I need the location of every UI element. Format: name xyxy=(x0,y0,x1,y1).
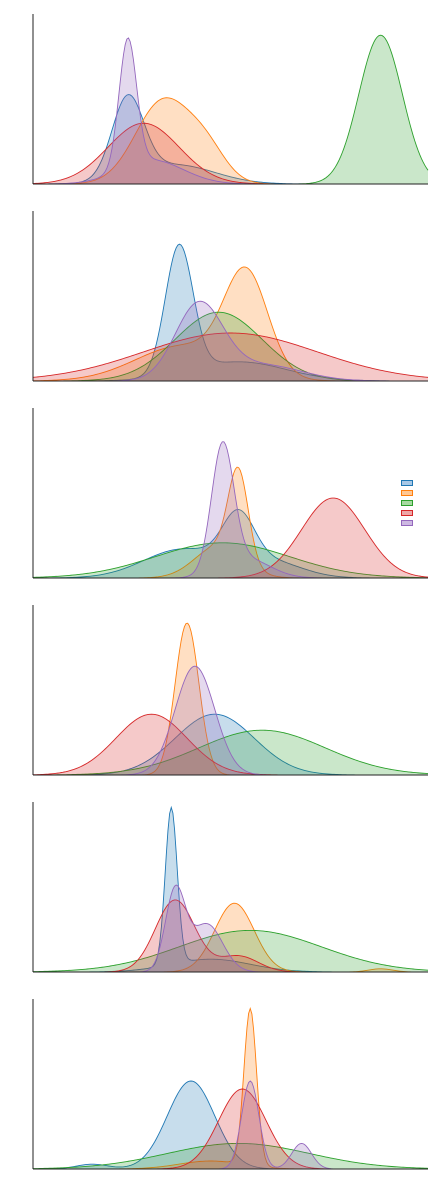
panel-1 xyxy=(32,14,429,185)
legend-swatch xyxy=(401,520,413,526)
legend xyxy=(401,478,415,528)
legend-swatch xyxy=(401,480,413,486)
panel-5 xyxy=(32,802,429,973)
density-area xyxy=(33,509,428,578)
density-area xyxy=(33,312,428,381)
density-area xyxy=(33,930,428,972)
density-area xyxy=(33,97,428,184)
density-line xyxy=(32,729,429,776)
density-area xyxy=(33,94,428,184)
density-line xyxy=(32,542,429,579)
legend-item xyxy=(401,488,415,498)
density-area xyxy=(33,441,428,578)
density-area xyxy=(33,903,428,972)
density-area xyxy=(33,1089,428,1169)
density-area xyxy=(33,333,428,381)
density-area xyxy=(33,1081,428,1169)
density-area xyxy=(33,714,428,775)
panel-6 xyxy=(32,999,429,1170)
panel-3 xyxy=(32,408,429,579)
panel-2 xyxy=(32,211,429,382)
legend-swatch xyxy=(401,500,413,506)
density-area xyxy=(33,714,428,775)
density-area xyxy=(33,123,428,184)
density-area xyxy=(33,301,428,381)
legend-swatch xyxy=(401,490,413,496)
density-area xyxy=(33,35,428,184)
legend-item xyxy=(401,498,415,508)
density-area xyxy=(33,266,428,381)
density-area xyxy=(33,899,428,972)
density-area xyxy=(33,1143,428,1169)
legend-swatch xyxy=(401,510,413,516)
density-area xyxy=(33,498,428,578)
density-area xyxy=(33,37,428,184)
density-area xyxy=(33,542,428,578)
density-line xyxy=(32,1142,429,1170)
legend-item xyxy=(401,508,415,518)
density-line xyxy=(32,929,429,973)
density-area xyxy=(33,467,428,578)
legend-item xyxy=(401,518,415,528)
legend-item xyxy=(401,478,415,488)
density-line xyxy=(32,332,429,378)
panel-4 xyxy=(32,605,429,776)
